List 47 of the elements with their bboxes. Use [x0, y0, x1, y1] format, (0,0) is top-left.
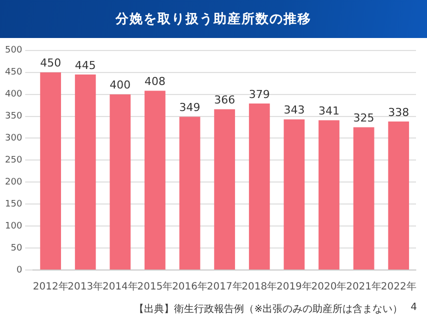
bar [144, 90, 166, 270]
x-tick-label: 2018年 [242, 280, 278, 293]
y-tick-label: 400 [4, 90, 22, 100]
x-tick-label: 2015年 [137, 280, 173, 293]
bar [179, 116, 200, 270]
y-tick-label: 500 [4, 46, 22, 56]
x-tick-label: 2012年 [32, 280, 68, 293]
bar [284, 119, 305, 270]
data-label: 366 [214, 94, 236, 107]
data-label: 379 [248, 88, 270, 101]
x-tick-label: 2016年 [172, 280, 208, 293]
bar [214, 109, 236, 270]
y-tick-label: 350 [4, 112, 22, 122]
x-tick-label: 2022年 [380, 280, 416, 293]
x-tick-label: 2013年 [68, 280, 104, 293]
text: 【出典】衛生行政報告例（※出張のみの助産所は含まない） [134, 302, 403, 316]
y-tick-label: 100 [4, 221, 22, 232]
data-label: 325 [353, 112, 374, 125]
data-label: 338 [388, 106, 410, 119]
x-tick-label: 2019年 [276, 280, 312, 293]
bar [388, 122, 410, 270]
data-label: 445 [74, 58, 96, 72]
bar [74, 74, 96, 270]
data-label: 408 [144, 75, 166, 88]
x-tick-label: 2020年 [311, 280, 347, 293]
x-tick-label: 2017年 [206, 280, 242, 293]
bar [110, 94, 131, 270]
data-label: 343 [284, 104, 305, 117]
y-tick-label: 300 [4, 134, 22, 144]
y-tick-label: 250 [4, 156, 22, 166]
chart-title: 分娩を取り扱う助産所数の推移 [0, 0, 427, 38]
data-label: 400 [110, 78, 131, 92]
y-tick-label: 50 [10, 243, 22, 254]
x-tick-label: 2021年 [346, 280, 382, 293]
data-label: 341 [318, 104, 340, 118]
bar [248, 104, 270, 270]
text: 4 [410, 302, 417, 315]
y-tick-label: 150 [4, 199, 22, 210]
x-tick-label: 2014年 [102, 280, 138, 293]
data-label: 450 [40, 56, 62, 70]
bar [318, 120, 340, 270]
y-tick-label: 0 [16, 265, 22, 276]
bar [40, 72, 62, 270]
data-label: 349 [179, 101, 200, 114]
bar [353, 127, 374, 270]
y-tick-label: 200 [4, 178, 22, 188]
y-tick-label: 450 [4, 68, 22, 78]
